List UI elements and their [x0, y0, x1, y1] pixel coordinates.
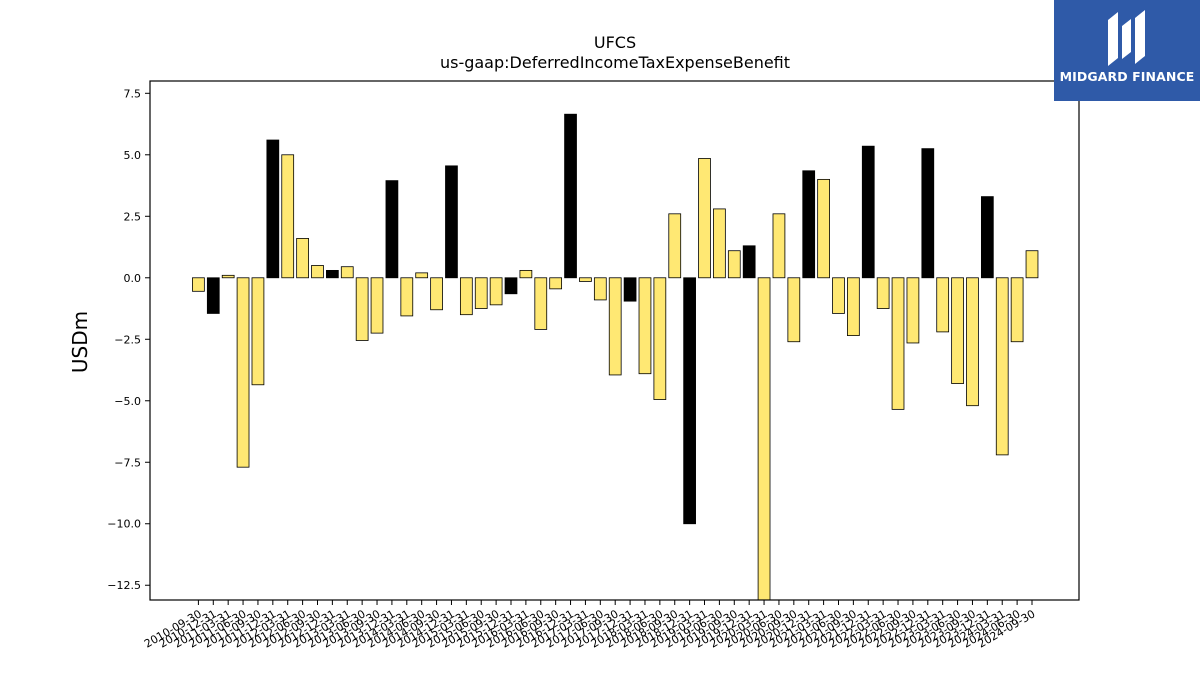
- y-tick-label: −5.0: [114, 395, 141, 408]
- bar-2012-06-30: [296, 238, 309, 279]
- bar-2017-09-30: [608, 277, 622, 376]
- bar-2019-06-30: [713, 208, 726, 279]
- bar-2016-03-31: [519, 269, 533, 279]
- bar-2022-06-30: [891, 277, 905, 410]
- bar-2023-06-30: [951, 277, 964, 384]
- bar-2018-03-31: [638, 277, 652, 375]
- bar-2022-12-31: [921, 148, 935, 279]
- bar-2016-09-30: [549, 277, 563, 290]
- bar-2023-03-31: [936, 277, 950, 333]
- bar-2012-03-31: [281, 154, 295, 279]
- bar-2020-06-30: [772, 213, 786, 279]
- bar-2019-09-30: [727, 250, 741, 279]
- bar-2015-12-31: [504, 277, 518, 295]
- y-tick-label: −10.0: [107, 518, 141, 531]
- bar-2021-03-31: [817, 178, 830, 279]
- chart-subtitle: us-gaap:DeferredIncomeTaxExpenseBenefit: [440, 53, 790, 72]
- y-tick-label: −2.5: [114, 333, 141, 346]
- bar-2015-09-30: [489, 277, 503, 306]
- bar-2013-12-31: [385, 180, 399, 279]
- bar-2024-09-30: [1025, 250, 1039, 279]
- bar-2020-03-31: [757, 277, 771, 601]
- bar-2017-06-30: [593, 277, 607, 301]
- bar-2015-03-31: [459, 277, 473, 316]
- y-tick-label: 7.5: [124, 87, 142, 100]
- bar-2021-06-30: [832, 277, 845, 314]
- y-axis-label: USDm: [68, 311, 92, 373]
- plot-frame: [149, 80, 1080, 601]
- x-axis: 2010-09-302010-12-312011-03-312011-06-30…: [142, 600, 1038, 651]
- bar-2019-12-31: [742, 245, 756, 279]
- bar-2017-12-31: [623, 277, 637, 302]
- bar-2022-03-31: [876, 277, 890, 309]
- bar-2012-12-31: [326, 269, 339, 279]
- bar-2020-09-30: [787, 277, 801, 343]
- bar-2024-06-30: [1010, 277, 1024, 343]
- bar-2022-09-30: [906, 277, 920, 344]
- bar-2011-06-30: [236, 277, 250, 468]
- bar-2010-12-31: [206, 277, 220, 314]
- y-axis: 7.5 5.0 2.5 0.0 −2.5 −5.0 −7.5 −10.0 −12.5: [107, 87, 150, 592]
- bar-2011-12-31: [266, 139, 280, 279]
- bar-series: [192, 113, 1039, 601]
- chart-title: UFCS: [594, 33, 636, 52]
- bar-2011-09-30: [251, 277, 265, 386]
- y-tick-label: 5.0: [124, 149, 142, 162]
- bar-2020-12-31: [802, 170, 816, 279]
- y-tick-label: −7.5: [114, 456, 141, 469]
- y-tick-label: 2.5: [124, 210, 142, 223]
- bar-2017-03-31: [579, 277, 592, 282]
- bar-2014-09-30: [430, 277, 443, 311]
- logo-mark-icon: [1108, 10, 1145, 66]
- bar-2018-12-31: [683, 277, 696, 525]
- bar-2021-09-30: [847, 277, 860, 336]
- bar-2013-09-30: [370, 277, 384, 334]
- bar-2019-03-31: [698, 158, 711, 279]
- bar-2012-09-30: [311, 265, 324, 279]
- bar-2023-09-30: [966, 277, 979, 407]
- bar-2023-12-31: [980, 196, 994, 279]
- bar-2011-03-31: [221, 274, 235, 279]
- bar-2015-06-30: [474, 277, 488, 309]
- bar-2014-12-31: [445, 165, 458, 279]
- bar-2014-03-31: [400, 277, 414, 317]
- logo-text: MIDGARD FINANCE: [1059, 69, 1195, 84]
- y-tick-label: 0.0: [124, 272, 142, 285]
- bar-2016-06-30: [534, 277, 548, 330]
- bar-2018-09-30: [668, 213, 682, 279]
- bar-2018-06-30: [653, 277, 667, 400]
- bar-2013-06-30: [355, 277, 369, 341]
- y-tick-label: −12.5: [107, 579, 141, 592]
- brand-logo: MIDGARD FINANCE: [1054, 0, 1200, 101]
- bar-2024-03-31: [995, 277, 1009, 456]
- bar-2016-12-31: [564, 113, 577, 279]
- bar-2013-03-31: [340, 266, 354, 279]
- bar-2021-12-31: [861, 145, 875, 279]
- bar-2014-06-30: [415, 272, 429, 279]
- bar-2010-09-30: [192, 277, 205, 292]
